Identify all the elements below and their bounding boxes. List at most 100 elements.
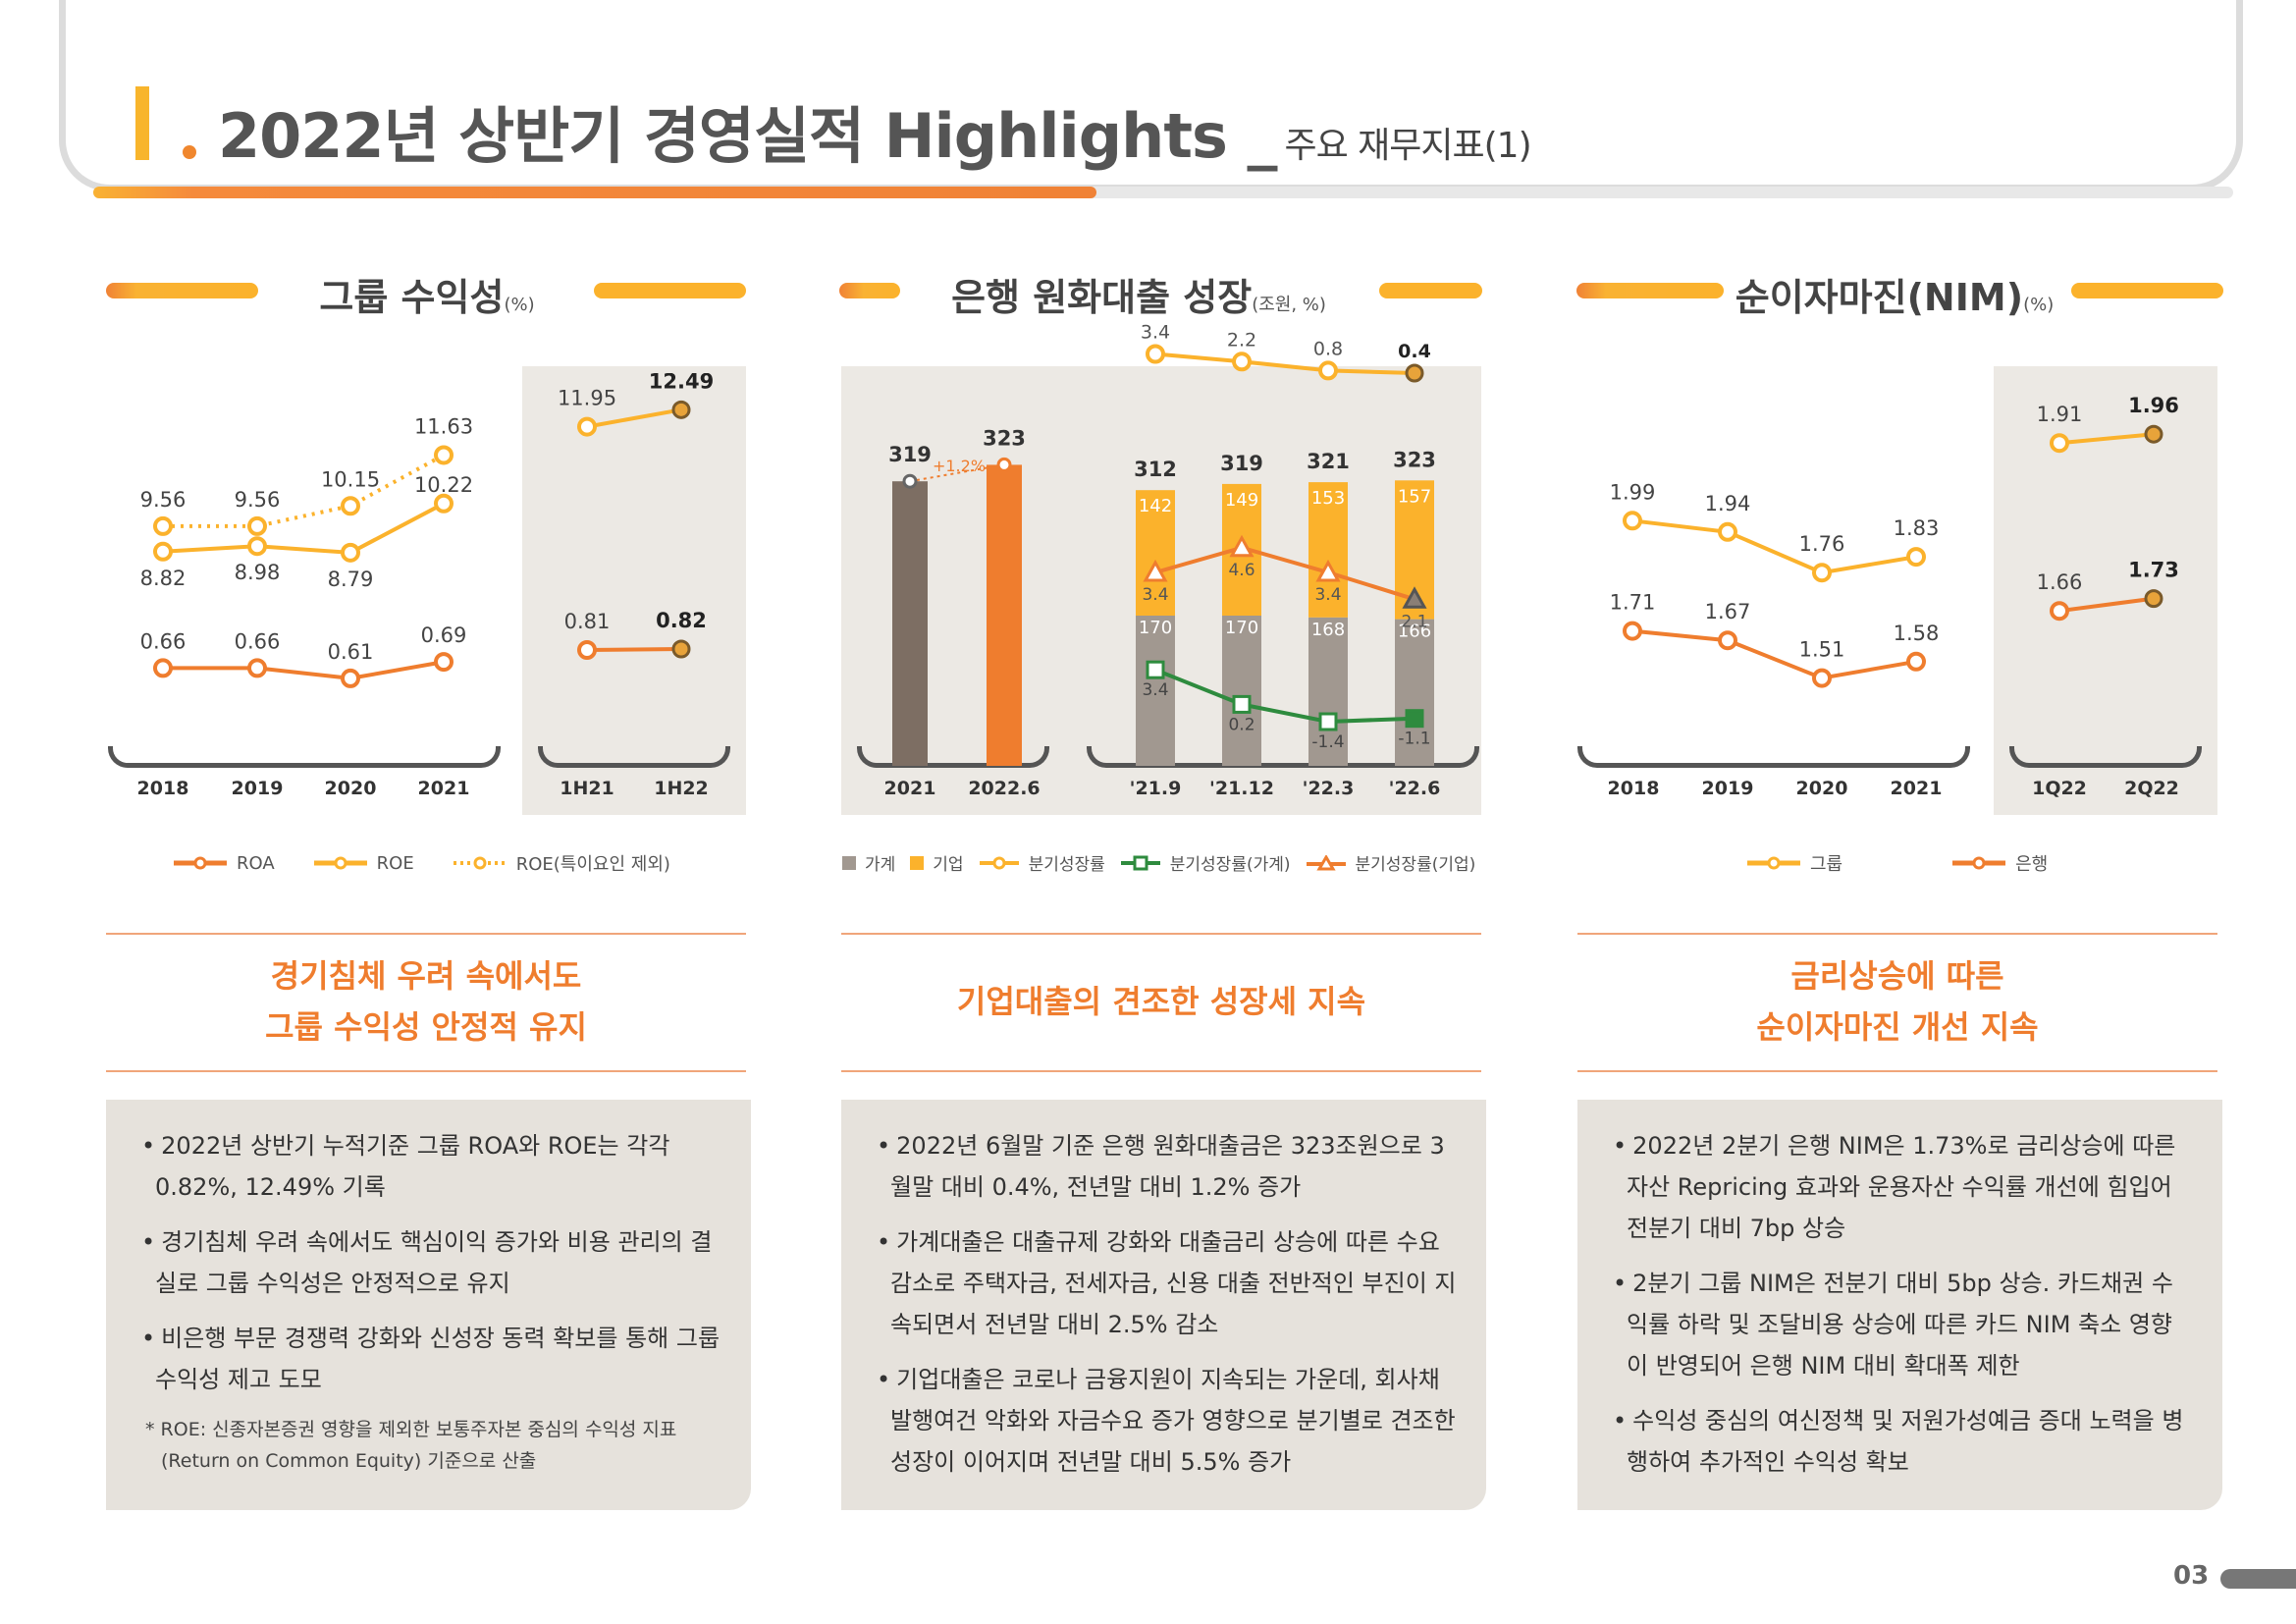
roe-adjusted-label: 10.15 xyxy=(321,467,380,491)
tick-label: '21.9 xyxy=(1129,778,1182,799)
roe-label: 8.82 xyxy=(140,567,187,590)
roa-label: 0.61 xyxy=(328,640,374,664)
page-subtitle: 주요 재무지표(1) xyxy=(1284,126,1531,166)
group-nim-highlight-label: 1.96 xyxy=(2128,394,2179,417)
qoq-household-point xyxy=(1232,694,1252,714)
headline-line: 금리상승에 따른 xyxy=(1790,957,2004,995)
legend-item-bank: 은행 xyxy=(1950,850,2048,876)
tick-label: 1Q22 xyxy=(2032,778,2087,799)
annual-growth-label: +1.2% xyxy=(933,457,986,475)
total-loan-label: 319 xyxy=(1220,452,1263,475)
legend-label: 분기성장률(가계) xyxy=(1169,855,1291,875)
section-unit: (%) xyxy=(2023,295,2055,315)
section-pill-left xyxy=(1576,283,1724,298)
tick-label: 2021 xyxy=(1890,778,1943,799)
qoq-corporate-point xyxy=(1143,559,1168,582)
roe-adjusted-point xyxy=(434,445,454,465)
legend-loans: 가계 기업 분기성장률 분기성장률(가계) 분기성장률(기업) xyxy=(841,850,1475,875)
qoq-growth-label: 3.4 xyxy=(1141,324,1170,344)
bank-nim-point xyxy=(1812,668,1832,688)
section-pill-right xyxy=(594,283,746,298)
bank-nim-highlight-label: 1.66 xyxy=(2037,570,2083,594)
tick-label: 2021 xyxy=(417,778,470,799)
headline-line: 순이자마진 개선 지속 xyxy=(1756,1008,2039,1046)
qoq-corporate-label: 3.4 xyxy=(1314,585,1341,605)
roa-highlight-label: 0.82 xyxy=(656,609,707,632)
qoq-corporate-point xyxy=(1315,559,1341,582)
annual-loan-bar xyxy=(987,464,1022,766)
legend-label: ROE xyxy=(376,852,414,874)
legend-profitability: ROA ROE ROE(특이요인 제외) xyxy=(172,850,708,876)
household-bar-label: 168 xyxy=(1311,620,1345,640)
legend-label: 은행 xyxy=(2015,854,2049,875)
group-nim-highlight-line xyxy=(2058,432,2155,446)
tick-label: '22.3 xyxy=(1302,778,1355,799)
corporate-bar-label: 153 xyxy=(1311,488,1345,509)
corporate-bar-label: 142 xyxy=(1139,496,1172,516)
legend-item-corporate: 기업 xyxy=(909,850,964,875)
tick-label: 2020 xyxy=(324,778,377,799)
legend-label: 분기성장률(기업) xyxy=(1355,855,1476,875)
group-nim-point xyxy=(1623,511,1642,531)
legend-label: 가계 xyxy=(865,855,896,875)
legend-item-qoq: 분기성장률 xyxy=(978,850,1105,875)
group-nim-point xyxy=(1812,563,1832,583)
legend-qoq-corporate-icon xyxy=(1306,854,1346,870)
qoq-household-line xyxy=(1154,668,1415,725)
bullet-item: 경기침체 우려 속에서도 핵심이익 증가와 비용 관리의 결실로 그룹 수익성은… xyxy=(137,1221,721,1304)
legend-label: ROA xyxy=(237,852,275,874)
axis-bracket xyxy=(1087,746,1479,768)
bullet-item: 2022년 상반기 누적기준 그룹 ROA와 ROE는 각각 0.82%, 12… xyxy=(137,1125,721,1208)
roa-line xyxy=(163,660,445,680)
qoq-growth-point xyxy=(1318,360,1338,381)
group-nim-point xyxy=(1718,521,1737,542)
legend-roe-adjusted-icon xyxy=(453,856,507,870)
axis-bracket xyxy=(108,746,501,768)
qoq-household-label: 3.4 xyxy=(1142,680,1168,700)
section-pill-right xyxy=(1379,283,1482,298)
legend-label: 기업 xyxy=(933,855,964,875)
bank-nim-point xyxy=(1906,651,1926,672)
divider xyxy=(106,933,746,935)
legend-item-qoq-corporate: 분기성장률(기업) xyxy=(1305,850,1476,875)
section-title: 그룹 수익성(%) xyxy=(280,267,574,321)
bank-nim-highlight-point xyxy=(2144,589,2163,609)
roa-highlight-point xyxy=(671,639,691,659)
page-title: 2022년 상반기 경영실적 Highlights _ 주요 재무지표(1) xyxy=(218,86,1532,175)
legend-group-icon xyxy=(1747,856,1800,870)
page-number-pill xyxy=(2220,1569,2296,1589)
bullet-item: 2022년 2분기 은행 NIM은 1.73%로 금리상승에 따른 자산 Rep… xyxy=(1609,1125,2193,1249)
bullet-item: 가계대출은 대출규제 강화와 대출금리 상승에 따른 수요 감소로 주택자금, … xyxy=(873,1221,1457,1345)
group-nim-label: 1.99 xyxy=(1610,480,1656,504)
qoq-household-point xyxy=(1318,712,1338,731)
title-dot-mark xyxy=(183,145,196,159)
corporate-bar-label: 157 xyxy=(1398,486,1431,507)
roe-highlight-line xyxy=(586,407,682,429)
headline-line: 기업대출의 견조한 성장세 지속 xyxy=(956,983,1366,1020)
tick-label: 2Q22 xyxy=(2124,778,2179,799)
roa-point xyxy=(341,668,360,688)
section-title-text: 순이자마진(NIM) xyxy=(1735,276,2024,319)
roe-highlight-point xyxy=(577,416,597,437)
headline-nim: 금리상승에 따른 순이자마진 개선 지속 xyxy=(1577,950,2217,1053)
household-bar xyxy=(1308,617,1348,766)
page-title-text: 2022년 상반기 경영실적 Highlights _ xyxy=(218,100,1277,172)
bank-nim-highlight-label: 1.73 xyxy=(2128,559,2179,582)
roe-adjusted-line xyxy=(163,453,445,528)
roe-point xyxy=(341,542,360,563)
legend-nim: 그룹 은행 xyxy=(1745,850,2085,876)
group-nim-highlight-point xyxy=(2144,424,2163,444)
highlight-panel-profitability xyxy=(522,366,746,815)
bullet-item: 기업대출은 코로나 금융지원이 지속되는 가운데, 회사채 발행여건 악화와 자… xyxy=(873,1359,1457,1483)
annual-loan-point xyxy=(996,457,1012,472)
bank-nim-line xyxy=(1631,628,1917,680)
legend-bank-icon xyxy=(1952,856,2006,870)
bank-nim-point xyxy=(1718,630,1737,651)
tick-label: '22.6 xyxy=(1388,778,1441,799)
tick-label: 1H22 xyxy=(654,778,709,799)
group-nim-highlight-label: 1.91 xyxy=(2037,403,2083,426)
corporate-bar xyxy=(1136,490,1175,616)
roe-label: 10.22 xyxy=(414,473,473,497)
qoq-growth-label: 0.8 xyxy=(1313,338,1343,359)
roe-label: 8.98 xyxy=(235,561,281,584)
